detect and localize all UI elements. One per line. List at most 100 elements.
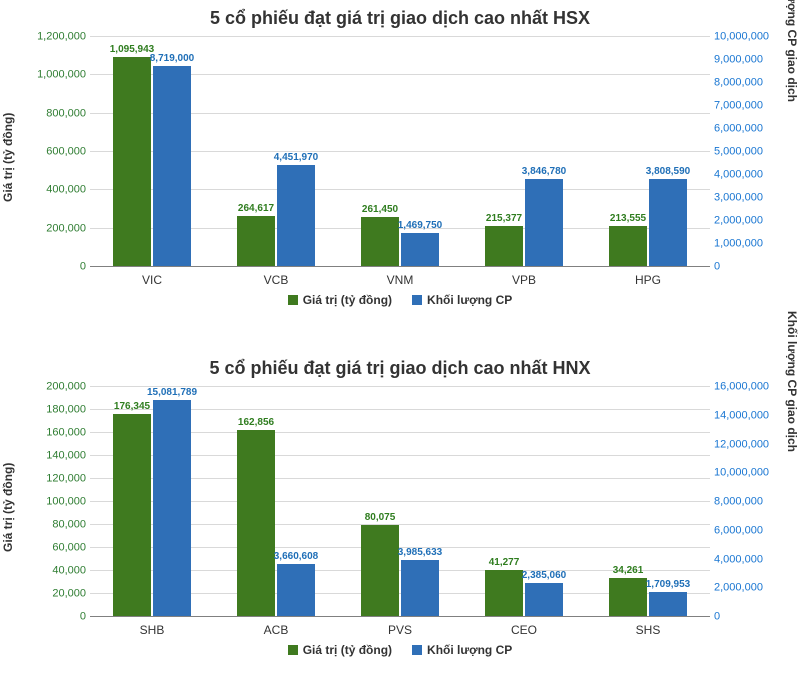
y-tick-left: 200,000: [30, 382, 90, 393]
bar-group: 213,5553,808,590: [586, 37, 710, 267]
y-tick-right: 12,000,000: [710, 439, 775, 450]
legend-item-value: Giá trị (tỷ đồng): [288, 293, 392, 307]
x-label: VCB: [214, 267, 338, 287]
bar-group: 80,0753,985,633: [338, 387, 462, 617]
legend-swatch-volume: [412, 645, 422, 655]
y-tick-left: 20,000: [30, 589, 90, 600]
baseline: [90, 266, 710, 267]
bar-group: 264,6174,451,970: [214, 37, 338, 267]
value-bar-label: 261,450: [362, 204, 398, 217]
x-axis-labels: VICVCBVNMVPBHPG: [90, 267, 710, 287]
legend-item-value: Giá trị (tỷ đồng): [288, 643, 392, 657]
y-axis-right: 01,000,0002,000,0003,000,0004,000,0005,0…: [710, 37, 775, 267]
y-tick-right: 6,000,000: [710, 124, 775, 135]
value-bar-label: 176,345: [114, 401, 150, 414]
y-tick-left: 120,000: [30, 474, 90, 485]
x-label: ACB: [214, 617, 338, 637]
baseline: [90, 616, 710, 617]
volume-bar-label: 1,469,750: [398, 220, 443, 233]
legend-swatch-value: [288, 295, 298, 305]
y-tick-right: 2,000,000: [710, 216, 775, 227]
y-tick-right: 4,000,000: [710, 170, 775, 181]
y-tick-right: 8,000,000: [710, 78, 775, 89]
legend-swatch-volume: [412, 295, 422, 305]
bars-row: 176,34515,081,789162,8563,660,60880,0753…: [90, 387, 710, 617]
bar-group: 261,4501,469,750: [338, 37, 462, 267]
y-tick-left: 140,000: [30, 451, 90, 462]
y-tick-left: 0: [30, 612, 90, 623]
value-bar-label: 1,095,943: [110, 44, 155, 57]
y-axis-right: 02,000,0004,000,0006,000,0008,000,00010,…: [710, 387, 775, 617]
value-bar: 215,377: [485, 226, 523, 267]
volume-bar: 4,451,970: [277, 165, 315, 267]
volume-bar-label: 4,451,970: [274, 152, 319, 165]
volume-bar-label: 8,719,000: [150, 53, 195, 66]
x-axis-labels: SHBACBPVSCEOSHS: [90, 617, 710, 637]
value-bar: 80,075: [361, 525, 399, 617]
y-tick-right: 7,000,000: [710, 101, 775, 112]
x-label: HPG: [586, 267, 710, 287]
y-left-axis-label: Giá trị (tỷ đồng): [1, 463, 15, 552]
chart-title: 5 cổ phiếu đạt giá trị giao dịch cao nhấ…: [0, 8, 800, 29]
x-label: PVS: [338, 617, 462, 637]
y-axis-left: 020,00040,00060,00080,000100,000120,0001…: [30, 387, 90, 617]
y-tick-right: 1,000,000: [710, 239, 775, 250]
y-tick-left: 0: [30, 262, 90, 273]
y-tick-right: 6,000,000: [710, 525, 775, 536]
volume-bar: 3,808,590: [649, 179, 687, 267]
y-left-axis-label: Giá trị (tỷ đồng): [1, 113, 15, 202]
volume-bar: 1,709,953: [649, 592, 687, 617]
bar-group: 34,2611,709,953: [586, 387, 710, 617]
value-bar-label: 264,617: [238, 203, 274, 216]
y-tick-right: 16,000,000: [710, 382, 775, 393]
volume-bar-label: 2,385,060: [522, 570, 567, 583]
x-label: CEO: [462, 617, 586, 637]
y-tick-left: 1,200,000: [30, 32, 90, 43]
legend-item-volume: Khối lượng CP: [412, 643, 512, 657]
value-bar-label: 34,261: [613, 565, 644, 578]
legend: Giá trị (tỷ đồng) Khối lượng CP: [0, 643, 800, 658]
y-tick-left: 200,000: [30, 223, 90, 234]
legend-item-volume: Khối lượng CP: [412, 293, 512, 307]
x-label: VPB: [462, 267, 586, 287]
legend-swatch-value: [288, 645, 298, 655]
y-tick-right: 10,000,000: [710, 468, 775, 479]
volume-bar-label: 1,709,953: [646, 579, 691, 592]
value-bar: 264,617: [237, 216, 275, 267]
y-tick-left: 160,000: [30, 428, 90, 439]
bar-group: 176,34515,081,789: [90, 387, 214, 617]
value-bar-label: 213,555: [610, 213, 646, 226]
y-tick-right: 14,000,000: [710, 410, 775, 421]
y-tick-right: 5,000,000: [710, 147, 775, 158]
plot-area: 020,00040,00060,00080,000100,000120,0001…: [90, 387, 710, 617]
bar-group: 41,2772,385,060: [462, 387, 586, 617]
value-bar: 34,261: [609, 578, 647, 617]
x-label: SHB: [90, 617, 214, 637]
value-bar: 41,277: [485, 570, 523, 617]
y-tick-left: 100,000: [30, 497, 90, 508]
x-label: SHS: [586, 617, 710, 637]
y-right-axis-label: Khối lượng CP giao dịch: [785, 311, 799, 452]
y-tick-left: 1,000,000: [30, 70, 90, 81]
bar-group: 162,856 3,660,608: [214, 387, 338, 617]
y-tick-left: 400,000: [30, 185, 90, 196]
volume-bar-label: 3,660,608: [274, 551, 319, 564]
y-tick-right: 0: [710, 262, 775, 273]
value-bar: 176,345: [113, 414, 151, 617]
chart-title: 5 cổ phiếu đạt giá trị giao dịch cao nhấ…: [0, 358, 800, 379]
volume-bar: 3,985,633: [401, 560, 439, 617]
y-right-axis-label: Khối lượng CP giao dịch: [785, 0, 799, 102]
value-bar: 261,450: [361, 217, 399, 267]
value-bar-label: 215,377: [486, 213, 522, 226]
legend-label: Giá trị (tỷ đồng): [303, 293, 392, 307]
volume-bar-label: 3,808,590: [646, 166, 691, 179]
y-tick-left: 80,000: [30, 520, 90, 531]
value-bar: 1,095,943: [113, 57, 151, 267]
value-bar-label: 80,075: [365, 512, 396, 525]
volume-bar-label: 3,985,633: [398, 547, 443, 560]
volume-bar: 2,385,060: [525, 583, 563, 617]
y-tick-right: 10,000,000: [710, 32, 775, 43]
plot-area: 0200,000400,000600,000800,0001,000,0001,…: [90, 37, 710, 267]
value-bar-label: 162,856: [238, 417, 274, 430]
y-tick-left: 600,000: [30, 147, 90, 158]
